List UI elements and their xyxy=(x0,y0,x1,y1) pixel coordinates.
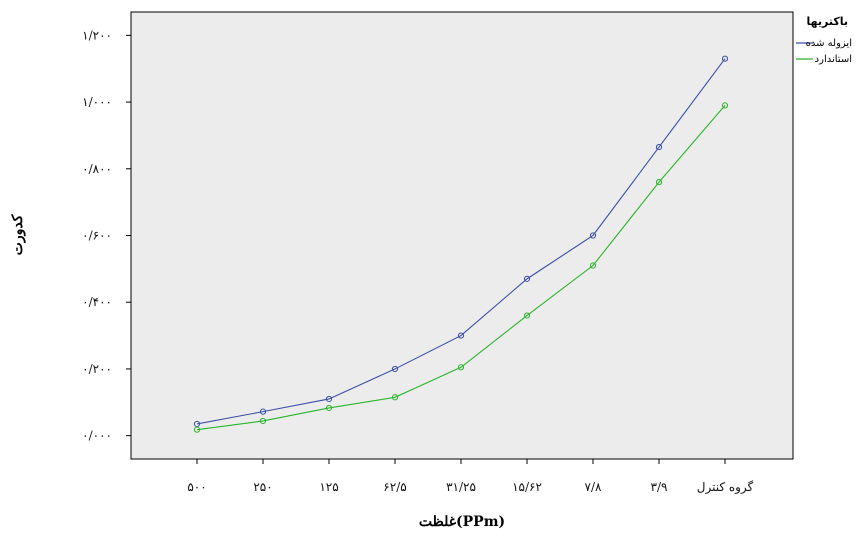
y-tick-label: ۱/۰۰۰ xyxy=(82,95,112,109)
x-tick-label: ۳/۹ xyxy=(651,480,668,494)
data-point-standard xyxy=(457,364,465,371)
y-axis-ticks: ۰/۰۰۰ ۰/۲۰۰ ۰/۴۰۰ ۰/۶۰۰ ۰/۸۰۰ ۱/۰۰۰ ۱/۲۰۰ xyxy=(82,28,131,443)
y-axis-title: کدورت xyxy=(10,214,26,255)
x-tick-label: ۳۱/۲۵ xyxy=(446,480,476,494)
data-point-isolated xyxy=(655,144,663,151)
x-axis-ticks: ۵۰۰ ۲۵۰ ۱۲۵ ۶۲/۵ ۳۱/۲۵ ۱۵/۶۲ ۷/۸ ۳/۹ گروه کنترل xyxy=(187,459,754,494)
data-point-standard xyxy=(589,262,597,269)
x-tick-label: ۵۰۰ xyxy=(187,480,206,494)
x-axis-title: غلظت(PPm) xyxy=(419,514,505,530)
x-tick-label: گروه کنترل xyxy=(697,480,754,494)
y-tick-label: ۰/۲۰۰ xyxy=(82,362,112,376)
data-point-standard xyxy=(391,394,399,401)
x-tick-label: ۲۵۰ xyxy=(253,480,272,494)
x-tick-label: ۷/۸ xyxy=(585,480,602,494)
x-tick-label: ۱۵/۶۲ xyxy=(512,480,542,494)
plot-area xyxy=(130,11,794,460)
data-point-isolated xyxy=(457,332,465,339)
data-point-isolated xyxy=(391,365,399,373)
data-point-standard xyxy=(193,426,201,433)
legend-label-isolated: ایزوله شده xyxy=(806,38,852,49)
data-point-isolated xyxy=(325,395,333,403)
data-point-isolated xyxy=(589,232,597,239)
data-point-standard xyxy=(325,404,333,412)
series-line-standard xyxy=(196,105,726,431)
y-tick-label: ۱/۲۰۰ xyxy=(82,28,112,42)
x-tick-label: ۱۲۵ xyxy=(319,480,338,494)
y-tick-label: ۰/۶۰۰ xyxy=(82,229,112,243)
x-tick-label: ۶۲/۵ xyxy=(383,480,406,494)
legend: باکتریها ایزوله شده استاندارد xyxy=(796,15,852,65)
data-point-isolated xyxy=(523,275,531,282)
data-point-standard xyxy=(523,312,531,319)
legend-title: باکتریها xyxy=(806,15,848,28)
y-tick-label: ۰/۴۰۰ xyxy=(82,295,112,309)
data-point-isolated xyxy=(259,408,267,415)
data-point-isolated xyxy=(721,55,729,62)
y-tick-label: ۰/۰۰۰ xyxy=(82,429,112,443)
series-group xyxy=(193,55,729,433)
y-tick-label: ۰/۸۰۰ xyxy=(82,162,112,176)
data-point-standard xyxy=(721,102,729,109)
data-point-standard xyxy=(655,179,663,186)
legend-label-standard: استاندارد xyxy=(815,54,852,65)
data-point-standard xyxy=(259,417,267,425)
series-line-isolated xyxy=(196,58,726,425)
